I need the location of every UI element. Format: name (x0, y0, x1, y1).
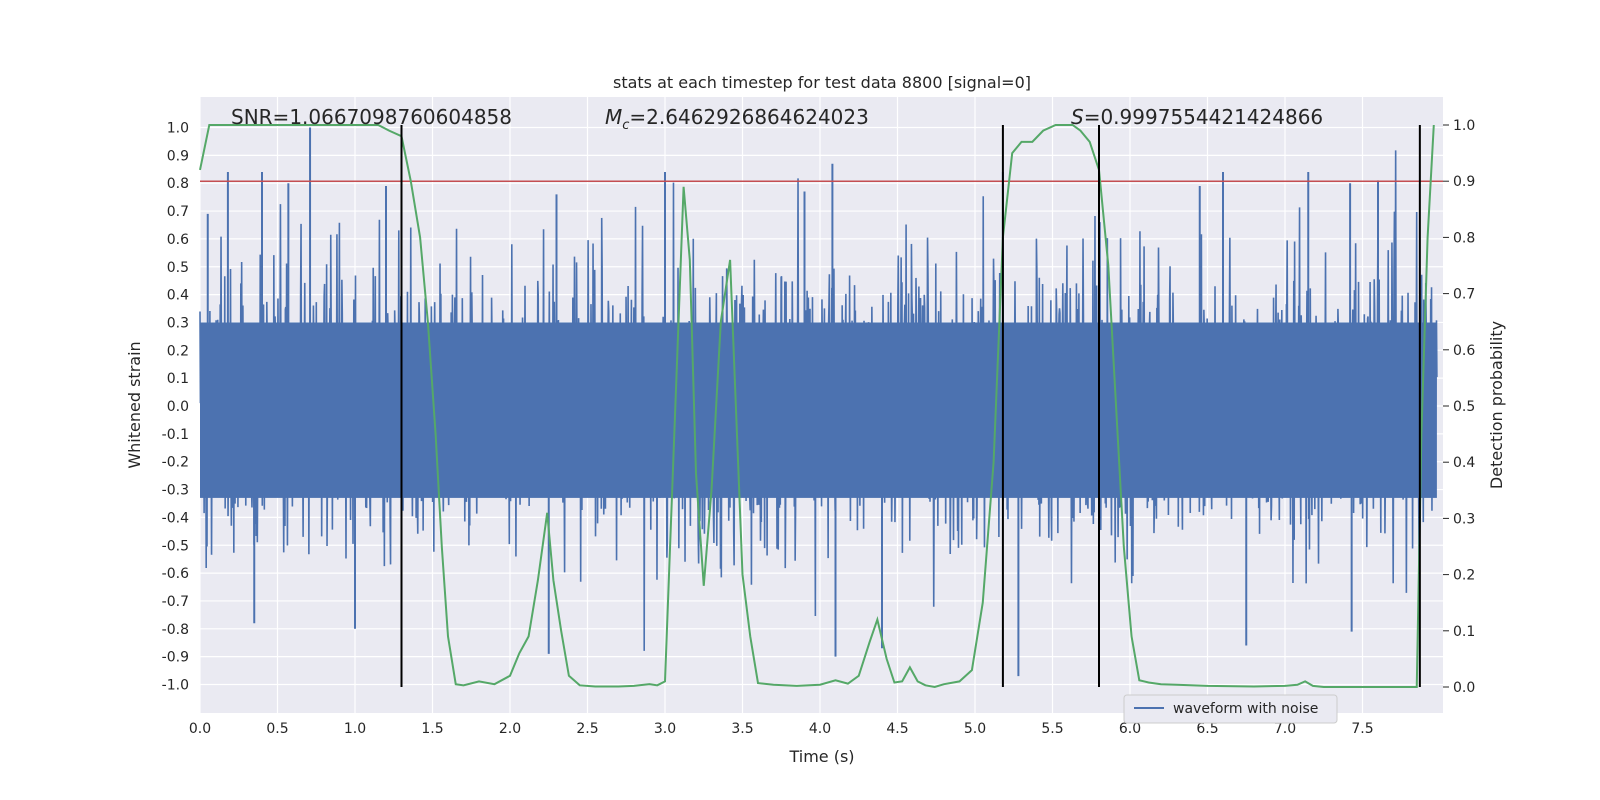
y-tick-label: -0.3 (162, 483, 189, 499)
y-tick-label: 0.8 (167, 176, 189, 192)
snr-value: 1.0667098760604858 (289, 105, 512, 129)
y2-tick-label: 0.1 (1453, 624, 1475, 640)
probability-line (199, 124, 1435, 689)
y-tick-label: 0.4 (167, 288, 189, 304)
y-axis-ticks: 1.0 0.9 0.8 0.7 0.6 0.5 0.4 0.3 0.2 0.1 0.0 -0.1 -0.… (162, 121, 189, 694)
snr-annotation: SNR=1.0667098760604858 (231, 105, 512, 129)
y2-tick-label: 0.7 (1453, 287, 1475, 303)
legend: waveform with noise (1123, 694, 1338, 724)
legend-box (1123, 694, 1338, 724)
mc-symbol: M (605, 105, 622, 129)
y-tick-label: -0.6 (162, 566, 189, 582)
waveform-core (200, 322, 1437, 498)
y-tick-label: -1.0 (162, 678, 189, 694)
y2-axis-ticks: 1.0 0.9 0.8 0.7 0.6 0.5 0.4 0.3 0.2 0.1 0.0 (1443, 118, 1475, 696)
mc-subscript: c (622, 118, 629, 133)
y-tick-label: -0.7 (162, 594, 189, 610)
y-tick-label: -0.9 (162, 650, 189, 666)
probability-series (199, 124, 1435, 689)
y-tick-label: -0.5 (162, 538, 189, 554)
y-tick-label: 1.0 (167, 121, 189, 137)
legend-label: waveform with noise (1173, 701, 1318, 717)
x-tick-label: 1.5 (421, 721, 443, 737)
x-tick-label: 7.5 (1351, 721, 1373, 737)
y2-tick-label: 0.6 (1453, 343, 1475, 359)
x-tick-label: 4.5 (886, 721, 908, 737)
y-tick-label: 0.1 (167, 371, 189, 387)
vertical-markers (400, 125, 1421, 687)
x-tick-label: 2.5 (576, 721, 598, 737)
y-tick-label: 0.6 (167, 232, 189, 248)
y2-tick-label: 0.3 (1453, 511, 1475, 527)
y-tick-label: 0.5 (167, 260, 189, 276)
snr-prefix: SNR= (231, 105, 289, 129)
mc-annotation: Mc=2.6462926864624023 (605, 105, 869, 133)
s-annotation: S=0.9997554421424866 (1071, 105, 1323, 129)
y-tick-label: -0.1 (162, 427, 189, 443)
s-symbol: S (1071, 105, 1084, 129)
y2-axis-label: Detection probability (1487, 321, 1506, 489)
x-tick-label: 5.0 (964, 721, 986, 737)
mc-value: =2.6462926864624023 (629, 105, 868, 129)
x-tick-label: 1.0 (344, 721, 366, 737)
s-value: =0.9997554421424866 (1084, 105, 1323, 129)
x-tick-label: 2.0 (499, 721, 521, 737)
y-tick-label: 0.2 (167, 343, 189, 359)
x-tick-label: 6.0 (1119, 721, 1141, 737)
x-axis-label: Time (s) (788, 747, 854, 766)
y-tick-label: 0.9 (167, 148, 189, 164)
y-tick-label: -0.4 (162, 510, 189, 526)
y-tick-label: 0.3 (167, 315, 189, 331)
waveform-series (199, 127, 1438, 677)
x-tick-label: 0.5 (266, 721, 288, 737)
y-tick-label: -0.8 (162, 622, 189, 638)
chart-title: stats at each timestep for test data 880… (613, 73, 1031, 92)
y2-tick-label: 0.8 (1453, 230, 1475, 246)
y2-tick-label: 0.4 (1453, 455, 1475, 471)
x-axis-ticks: 0.0 0.5 1.0 1.5 2.0 2.5 3.0 3.5 4.0 4.5 5.0 5.5 6.0 6… (189, 721, 1374, 737)
y2-tick-label: 1.0 (1453, 118, 1475, 134)
x-tick-label: 3.5 (731, 721, 753, 737)
x-tick-label: 0.0 (189, 721, 211, 737)
x-tick-label: 5.5 (1041, 721, 1063, 737)
y2-tick-label: 0.0 (1453, 680, 1475, 696)
y2-tick-label: 0.2 (1453, 568, 1475, 584)
y2-tick-label: 0.9 (1453, 174, 1475, 190)
y-axis-label: Whitened strain (125, 341, 144, 468)
y-tick-label: -0.2 (162, 455, 189, 471)
x-tick-label: 3.0 (654, 721, 676, 737)
x-tick-label: 4.0 (809, 721, 831, 737)
y-tick-label: 0.0 (167, 399, 189, 415)
y-tick-label: 0.7 (167, 204, 189, 220)
x-tick-label: 6.5 (1196, 721, 1218, 737)
x-tick-label: 7.0 (1274, 721, 1296, 737)
y2-tick-label: 0.5 (1453, 399, 1475, 415)
